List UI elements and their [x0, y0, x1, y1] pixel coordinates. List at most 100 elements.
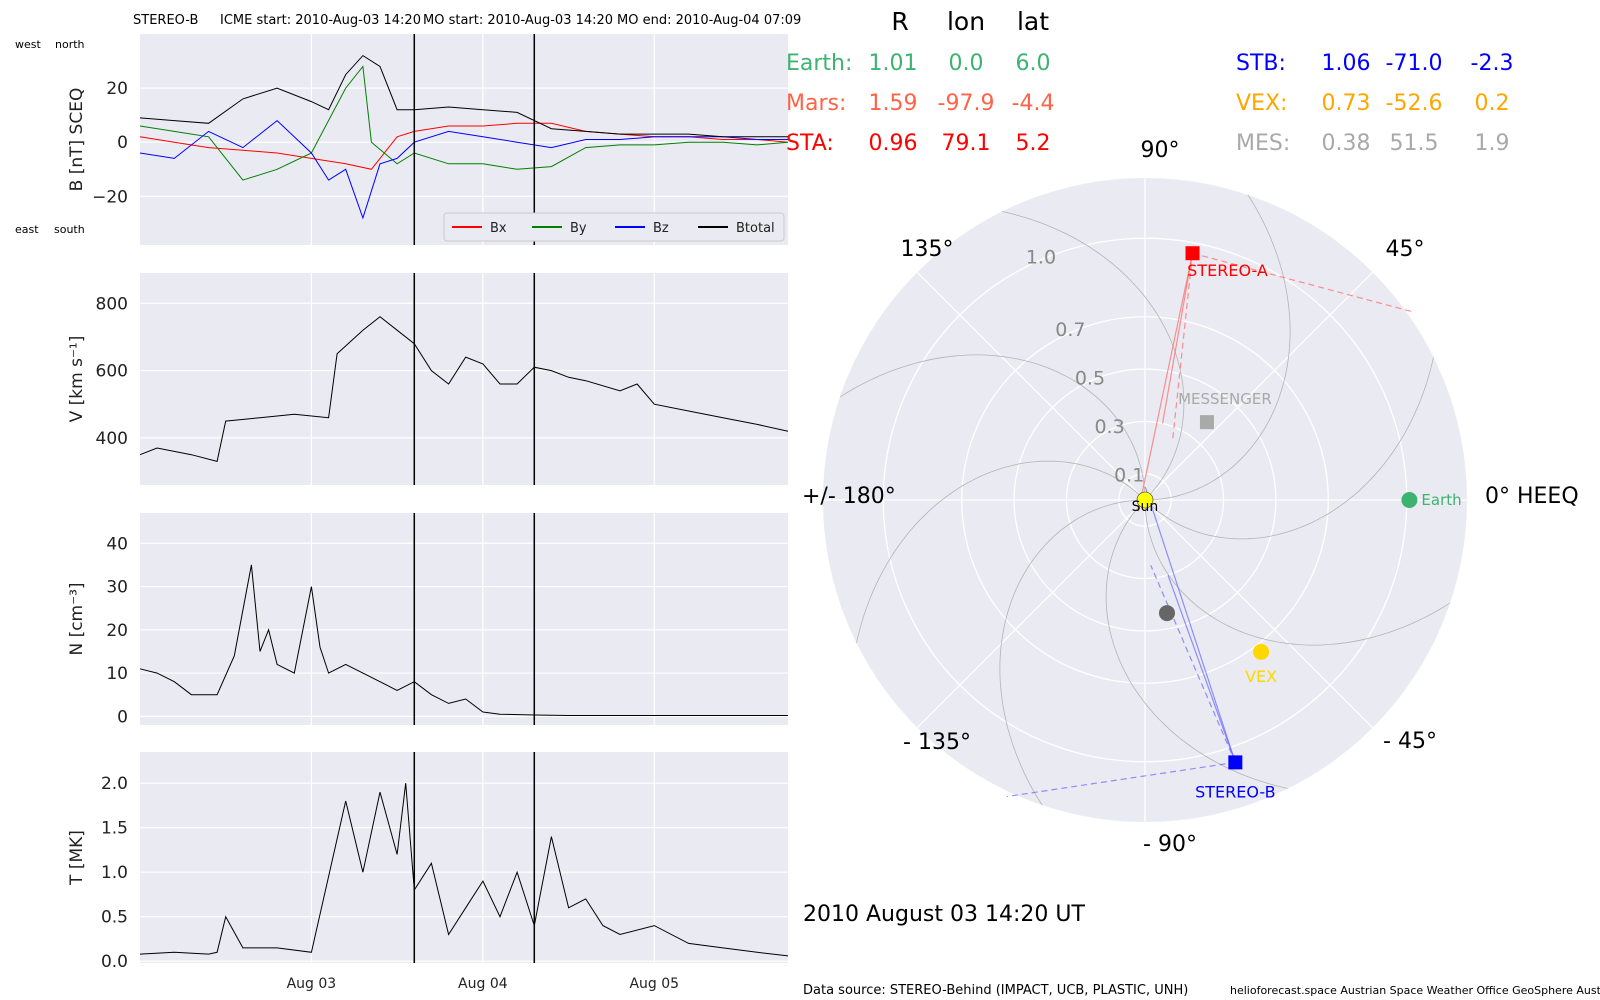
- table-R-value: 0.96: [869, 131, 918, 156]
- field-line-dashed: [1192, 252, 1413, 313]
- table-lon-value: 51.5: [1390, 131, 1439, 156]
- radial-label: 0.1: [1114, 465, 1144, 487]
- table-R-value: 0.38: [1322, 131, 1371, 156]
- y-tick-label: −20: [92, 187, 128, 207]
- table-lon-value: 79.1: [942, 131, 991, 156]
- table-lon-value: -52.6: [1386, 91, 1443, 116]
- legend-label-By: By: [570, 221, 587, 236]
- body-marker-stereo-a: [1185, 246, 1200, 261]
- y-tick-label: 10: [106, 664, 128, 684]
- header-spacecraft: STEREO-B: [133, 13, 198, 28]
- table-lat-value: 6.0: [1016, 51, 1051, 76]
- y-axis-label: N [cm⁻³]: [67, 582, 87, 655]
- note-east: east: [15, 223, 39, 236]
- series-line-By: [139, 65, 789, 181]
- angle-label: - 135°: [903, 730, 971, 755]
- panel-0: 20 0 −20B [nT] SCEQ Bx By Bz Btotal: [67, 34, 789, 245]
- body-label-stereo-a: STEREO-A: [1187, 261, 1268, 280]
- y-tick-label: 400: [96, 429, 128, 449]
- angle-label: 45°: [1386, 237, 1425, 262]
- panel-background: [140, 34, 788, 245]
- panel-3: 2.0 1.5 1.0 0.5 0.0 T [MK] Aug 03 Aug 04 Aug 05: [67, 752, 789, 992]
- body-marker-stereo-b: [1228, 755, 1243, 770]
- series-line-T: [139, 783, 789, 957]
- radial-label: 0.3: [1094, 416, 1124, 438]
- header-icme-start: ICME start: 2010-Aug-03 14:20: [220, 13, 421, 28]
- y-tick-label: 30: [106, 578, 128, 598]
- y-tick-label: 600: [96, 362, 128, 382]
- table-R-value: 1.59: [869, 91, 918, 116]
- note-west: west: [15, 38, 41, 51]
- table-lat-value: 1.9: [1475, 131, 1510, 156]
- field-line-dashed: [1171, 253, 1194, 441]
- y-axis-label: B [nT] SCEQ: [67, 88, 87, 192]
- note-south: south: [54, 223, 85, 236]
- y-tick-label: 0.0: [101, 952, 128, 972]
- legend-label-Btotal: Btotal: [736, 221, 775, 236]
- angle-label: 90°: [1141, 138, 1180, 163]
- y-tick-label: 20: [106, 79, 128, 99]
- polar-plot: 90° 45° 0° HEEQ - 45° - 90° - 135° +/- 180° 135…: [802, 138, 1579, 857]
- panel-background: [140, 513, 788, 725]
- table-lon-value: -97.9: [938, 91, 995, 116]
- angle-label: 0° HEEQ: [1485, 484, 1579, 509]
- table-lat-value: 0.2: [1475, 91, 1510, 116]
- header: STEREO-B ICME start: 2010-Aug-03 14:20 M…: [133, 13, 801, 28]
- body-marker-sun: [1136, 491, 1154, 509]
- panel-background: [140, 273, 788, 485]
- header-mo-start: MO start: 2010-Aug-03 14:20: [423, 13, 613, 28]
- header-mo-end: MO end: 2010-Aug-04 07:09: [617, 13, 801, 28]
- table-R-value: 1.06: [1322, 51, 1371, 76]
- x-tick-label: Aug 05: [629, 976, 679, 992]
- table-lat-value: 5.2: [1016, 131, 1051, 156]
- y-axis-label: T [MK]: [67, 830, 87, 886]
- body-label-earth: Earth: [1421, 491, 1461, 509]
- y-tick-label: 1.0: [101, 863, 128, 883]
- legend-label-Bz: Bz: [653, 221, 669, 236]
- table-lat-value: -2.3: [1471, 51, 1514, 76]
- field-line-dashed: [1150, 564, 1236, 763]
- legend: Bx By Bz Btotal: [443, 212, 785, 242]
- panel-background: [140, 752, 788, 963]
- angle-label: +/- 180°: [802, 484, 896, 509]
- series-line-N: [139, 564, 788, 716]
- table-header-lon: lon: [947, 7, 985, 36]
- angle-label: - 45°: [1383, 729, 1437, 754]
- bfield-notes: west north east south: [15, 38, 85, 236]
- body-label-vex: VEX: [1245, 667, 1277, 686]
- table-name-stb: STB:: [1236, 51, 1286, 76]
- table-lon-value: 0.0: [949, 51, 984, 76]
- body-label-messenger: MESSENGER: [1178, 390, 1272, 408]
- y-axis-label: V [km s⁻¹]: [67, 336, 87, 423]
- body-label-sun: Sun: [1132, 499, 1159, 515]
- data-source: Data source: STEREO-Behind (IMPACT, UCB,…: [803, 983, 1188, 998]
- table-header-R: R: [891, 7, 908, 36]
- angle-label: 135°: [901, 237, 954, 262]
- table-header-lat: lat: [1017, 7, 1049, 36]
- credits: helioforecast.space Austrian Space Weath…: [1230, 984, 1600, 997]
- y-tick-label: 800: [96, 294, 128, 314]
- legend-frame: [443, 212, 785, 242]
- field-line-dashed: [1006, 761, 1236, 798]
- x-tick-label: Aug 04: [458, 976, 508, 992]
- body-marker-unlabeled-body: [1158, 605, 1175, 622]
- radial-label: 1.0: [1026, 246, 1056, 268]
- table-R-value: 0.73: [1322, 91, 1371, 116]
- body-marker-messenger: [1199, 415, 1214, 430]
- y-tick-label: 0.5: [101, 908, 128, 928]
- date-stamp: 2010 August 03 14:20 UT: [803, 902, 1085, 927]
- series-line-V: [139, 316, 789, 463]
- table-name-vex: VEX:: [1236, 91, 1287, 116]
- legend-label-Bx: Bx: [490, 221, 507, 236]
- table-lon-value: -71.0: [1386, 51, 1443, 76]
- table-name-mars: Mars:: [786, 91, 846, 116]
- y-tick-label: 20: [106, 621, 128, 641]
- table-name-earth: Earth:: [786, 51, 852, 76]
- field-line: [1167, 574, 1236, 763]
- table-name-sta: STA:: [786, 131, 834, 156]
- angular-grid-line: [1144, 271, 1374, 501]
- y-tick-label: 1.5: [101, 819, 128, 839]
- angular-grid-line: [916, 271, 1146, 501]
